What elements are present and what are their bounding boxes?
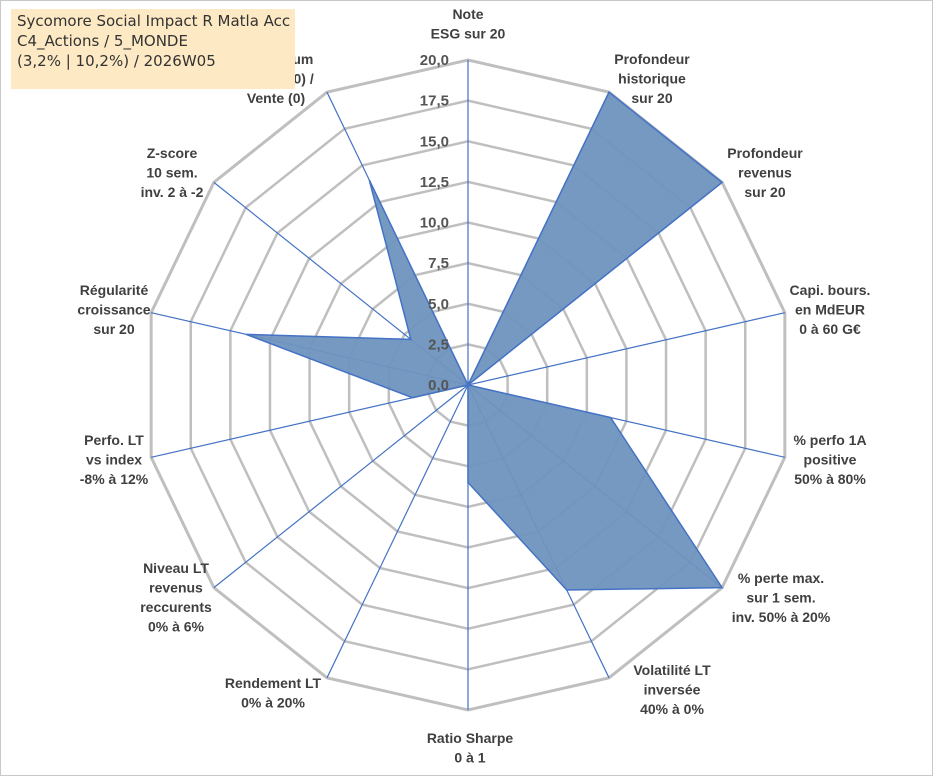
series-area [245, 91, 724, 591]
axis-label-line: % perfo 1A [793, 432, 866, 448]
axis-label-line: revenus [149, 580, 203, 596]
axis-label: % perte max. sur 1 sem. inv. 50% à 20% [732, 570, 831, 625]
axis-label-line: positive [804, 452, 857, 468]
axis-label: Perfo. LT vs index -8% à 12% [80, 432, 149, 487]
radar-tick-labels: 0,0 2,5 5,0 7,5 10,0 12,5 15,0 17,5 20,0 [420, 52, 449, 394]
axis-label-line: Z-score [147, 145, 198, 161]
axis-label-line: sur 20 [631, 90, 672, 106]
axis-label-line: sur 1 sem. [746, 590, 815, 606]
axis-label-line: Rendement LT [225, 675, 322, 691]
spoke [326, 384, 469, 679]
tick-label: 7,5 [428, 255, 449, 272]
axis-label-line: 10 sem. [146, 165, 197, 181]
axis-label-line: vs index [86, 452, 142, 468]
axis-label-line: Capi. bours. [790, 282, 871, 298]
axis-label-line: 50% à 80% [794, 471, 866, 487]
spoke [213, 384, 469, 589]
axis-label-line: Niveau LT [143, 560, 209, 576]
axis-label-line: sur 20 [744, 184, 785, 200]
axis-label-line: 0 à 1 [454, 750, 485, 766]
axis-label: Profondeur historique sur 20 [614, 51, 690, 106]
axis-label-line: ESG sur 20 [431, 26, 506, 42]
axis-label-line: 0 à 60 G€ [799, 321, 861, 337]
axis-label: Régularité croissance sur 20 [77, 282, 150, 337]
tick-label: 0,0 [428, 377, 449, 394]
tick-label: 12,5 [420, 174, 449, 191]
axis-label-line: en MdEUR [795, 302, 865, 318]
title-line-1: Sycomore Social Impact R Matla Acc [17, 12, 291, 30]
axis-label-line: % perte max. [738, 570, 824, 586]
axis-label-line: 0% à 20% [241, 695, 305, 711]
axis-label: Capi. bours. en MdEUR 0 à 60 G€ [790, 282, 871, 337]
axis-label-line: historique [618, 71, 686, 87]
axis-label-line: croissance [77, 302, 150, 318]
tick-label: 2,5 [428, 336, 449, 353]
tick-label: 5,0 [428, 296, 449, 313]
axis-label-line: Profondeur [614, 51, 690, 67]
axis-label-line: sur 20 [93, 321, 134, 337]
title-line-3: (3,2% | 10,2%) / 2026W05 [17, 52, 216, 70]
axis-label: % perfo 1A positive 50% à 80% [793, 432, 866, 487]
axis-label: Profondeur revenus sur 20 [727, 145, 803, 200]
axis-label-line: 40% à 0% [640, 701, 704, 717]
axis-label: Ratio Sharpe 0 à 1 [427, 730, 514, 766]
tick-label: 15,0 [420, 133, 449, 150]
axis-label: Note ESG sur 20 [431, 6, 506, 42]
axis-label-line: Ratio Sharpe [427, 730, 514, 746]
radar-series [245, 91, 724, 591]
axis-label-line: Volatilité LT [633, 662, 711, 678]
axis-label: Niveau LT revenus reccurents 0% à 6% [140, 560, 212, 635]
axis-label-line: revenus [738, 165, 792, 181]
axis-label-line: inversée [644, 682, 701, 698]
axis-label-line: 0% à 6% [148, 619, 205, 635]
axis-label-line: reccurents [140, 599, 212, 615]
tick-label: 20,0 [420, 52, 449, 69]
axis-label: Volatilité LT inversée 40% à 0% [633, 662, 711, 717]
title-line-2: C4_Actions / 5_MONDE [17, 32, 188, 50]
axis-label-line: Profondeur [727, 145, 803, 161]
tick-label: 17,5 [420, 93, 449, 110]
axis-label-line: inv. 50% à 20% [732, 609, 831, 625]
axis-label-line: Vente (0) [247, 90, 305, 106]
axis-label: Rendement LT 0% à 20% [225, 675, 322, 711]
axis-label-line: Perfo. LT [84, 432, 144, 448]
spoke [467, 312, 785, 386]
axis-label: Z-score 10 sem. inv. 2 à -2 [141, 145, 204, 200]
axis-label-line: inv. 2 à -2 [141, 184, 204, 200]
axis-label-line: Régularité [80, 282, 149, 298]
axis-label-line: -8% à 12% [80, 471, 149, 487]
tick-label: 10,0 [420, 215, 449, 232]
axis-label-line: Note [452, 6, 483, 22]
chart-title: Sycomore Social Impact R Matla Acc C4_Ac… [11, 9, 295, 89]
